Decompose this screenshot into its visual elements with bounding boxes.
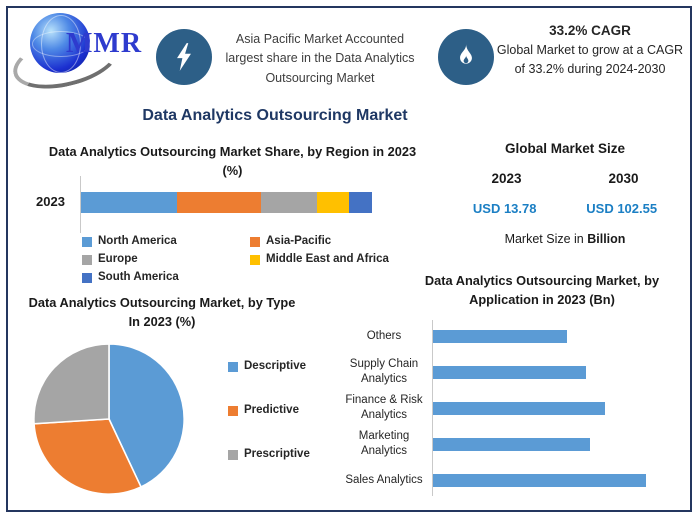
- application-bar-track: [433, 401, 688, 415]
- logo-text: MMR: [66, 28, 143, 59]
- type-chart-title: Data Analytics Outsourcing Market, by Ty…: [28, 295, 296, 329]
- region-chart-axis: [80, 176, 81, 233]
- region-category-label: 2023: [36, 194, 65, 209]
- application-chart-axis: [432, 320, 433, 496]
- market-size-years: 2023 2030: [448, 171, 682, 186]
- region-legend-item-4: South America: [82, 269, 250, 286]
- region-bar-segment-2: [261, 192, 317, 213]
- application-bar-track: [433, 329, 688, 343]
- legend-label: Predictive: [244, 404, 299, 416]
- legend-marker: [250, 254, 260, 265]
- application-chart: Others Supply Chain Analytics Finance & Ri…: [340, 318, 688, 498]
- region-bar-segment-0: [81, 192, 178, 213]
- page-title: Data Analytics Outsourcing Market: [142, 107, 408, 124]
- application-bar-3: [433, 437, 591, 451]
- application-bar-track: [433, 437, 688, 451]
- globe-icon: [30, 13, 90, 74]
- type-pie-chart: [33, 343, 185, 495]
- application-row-0: Others: [340, 318, 688, 354]
- legend-label: Asia-Pacific: [266, 235, 332, 247]
- market-size-values: USD 13.78 USD 102.55: [448, 201, 682, 216]
- legend-label: Prescriptive: [244, 448, 310, 460]
- pie-slice-predictive: [33, 418, 143, 495]
- legend-marker: [82, 254, 92, 265]
- lightning-bolt-icon: [177, 43, 191, 71]
- legend-marker: [228, 361, 238, 372]
- unit-note-prefix: Market Size in: [504, 232, 588, 246]
- application-row-4: Sales Analytics: [340, 462, 688, 498]
- region-legend-item-3: Middle East and Africa: [250, 251, 392, 268]
- pie-slice-descriptive: [108, 343, 185, 488]
- application-bar-track: [433, 365, 688, 379]
- application-bar-0: [433, 329, 567, 343]
- lightning-badge: [156, 29, 212, 85]
- region-bar-segment-4: [348, 192, 373, 213]
- type-legend-item-1: Predictive: [228, 402, 310, 419]
- region-chart-title: Data Analytics Outsourcing Market Share,…: [48, 144, 417, 178]
- legend-label: South America: [98, 271, 179, 283]
- year-end: 2030: [608, 171, 639, 186]
- application-category-label: Others: [366, 329, 402, 342]
- pie-slice-prescriptive: [33, 343, 110, 425]
- cagr-title: 33.2% CAGR: [549, 23, 631, 38]
- global-market-size-title: Global Market Size: [504, 141, 626, 156]
- application-category-label: Finance & Risk Analytics: [345, 394, 423, 421]
- application-row-3: Marketing Analytics: [340, 426, 688, 462]
- application-row-1: Supply Chain Analytics: [340, 354, 688, 390]
- legend-marker: [82, 236, 92, 247]
- type-legend-item-2: Prescriptive: [228, 446, 310, 463]
- flame-badge: [438, 29, 494, 85]
- value-end: USD 102.55: [586, 201, 658, 216]
- legend-label: Middle East and Africa: [266, 253, 389, 265]
- global-market-size-panel: Global Market Size 2023 2030 USD 13.78 U…: [448, 141, 682, 246]
- flame-icon: [460, 44, 472, 64]
- legend-label: Descriptive: [244, 360, 307, 372]
- region-stacked-bar: [81, 192, 373, 213]
- region-legend: North America Asia-Pacific Europe Middle Ea…: [82, 233, 392, 286]
- application-row-2: Finance & Risk Analytics: [340, 390, 688, 426]
- application-category-label: Sales Analytics: [345, 473, 423, 486]
- application-chart-title: Data Analytics Outsourcing Market, by Ap…: [424, 273, 660, 307]
- unit-note-bold: Billion: [587, 232, 626, 246]
- legend-label: North America: [98, 235, 177, 247]
- type-legend-item-0: Descriptive: [228, 358, 310, 375]
- region-legend-item-2: Europe: [82, 251, 250, 268]
- cagr-banner: 33.2% CAGR Global Market to grow at a CA…: [492, 23, 688, 79]
- application-category-label: Marketing Analytics: [358, 430, 410, 457]
- application-bar-track: [433, 473, 688, 487]
- highlight-banner-text: Asia Pacific Market Accounted largest sh…: [225, 32, 415, 85]
- market-size-unit-note: Market Size in Billion: [448, 232, 682, 246]
- legend-marker: [82, 272, 92, 283]
- type-legend: Descriptive Predictive Prescriptive: [228, 358, 310, 463]
- region-legend-item-0: North America: [82, 233, 250, 250]
- year-start: 2023: [491, 171, 522, 186]
- application-bar-1: [433, 365, 586, 379]
- application-category-label: Supply Chain Analytics: [349, 358, 419, 385]
- legend-marker: [228, 449, 238, 460]
- application-bar-4: [433, 473, 646, 487]
- region-legend-item-1: Asia-Pacific: [250, 233, 392, 250]
- legend-marker: [250, 236, 260, 247]
- outer-frame: [6, 6, 692, 512]
- application-bar-2: [433, 401, 606, 415]
- application-rows: Others Supply Chain Analytics Finance & Ri…: [340, 318, 688, 498]
- region-bar-segment-3: [316, 192, 349, 213]
- legend-marker: [228, 405, 238, 416]
- value-start: USD 13.78: [472, 201, 537, 216]
- region-bar-segment-1: [177, 192, 262, 213]
- legend-label: Europe: [98, 253, 138, 265]
- cagr-text: Global Market to grow at a CAGR of 33.2%…: [496, 43, 684, 76]
